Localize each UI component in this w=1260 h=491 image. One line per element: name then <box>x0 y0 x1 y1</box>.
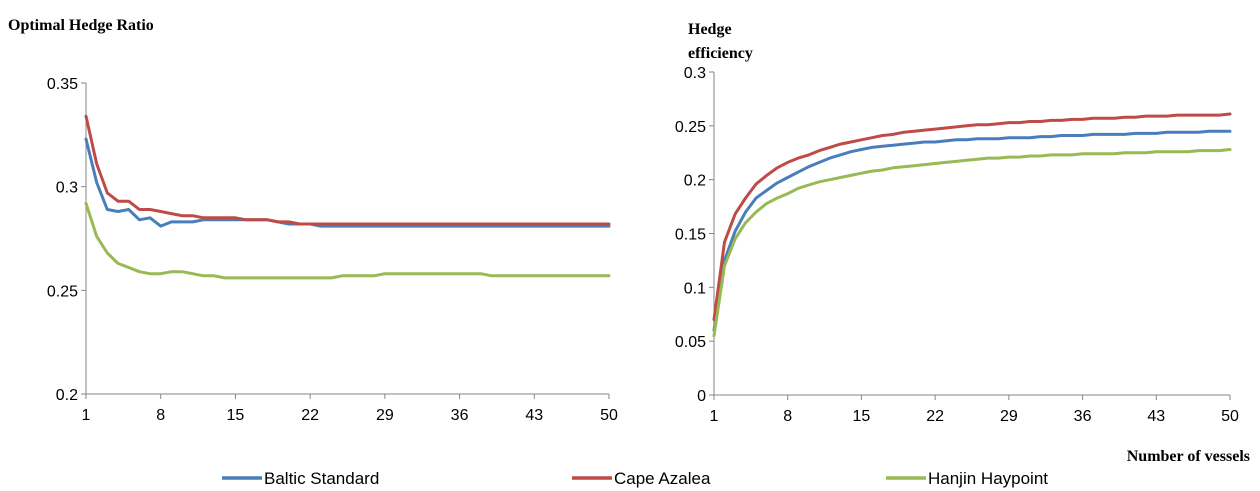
right-x-tick-label: 1 <box>710 408 719 425</box>
right-y-tick-label: 0.15 <box>675 227 706 244</box>
right-x-tick-label: 43 <box>1147 408 1165 425</box>
legend-label: Cape Azalea <box>614 469 711 488</box>
left-chart: Optimal Hedge Ratio 0.2 0.25 0.3 0.35 1 8 15 22… <box>8 17 618 424</box>
left-x-tick-label: 22 <box>301 407 319 424</box>
left-x-tick-label: 8 <box>156 407 165 424</box>
legend: Baltic Standard Cape Azalea Hanjin Haypoin… <box>222 469 1048 488</box>
left-series-cape-azalea <box>84 114 611 226</box>
right-y-tick-label: 0.3 <box>684 65 706 82</box>
right-y-tick-label: 0.25 <box>675 119 706 136</box>
left-chart-title: Optimal Hedge Ratio <box>8 17 154 34</box>
right-y-tick-label: 0.2 <box>684 173 706 190</box>
right-y-tick-label: 0.05 <box>675 334 706 351</box>
left-x-tick-label: 15 <box>227 407 245 424</box>
right-x-tick-label: 8 <box>783 408 792 425</box>
left-x-tick-label: 29 <box>376 407 394 424</box>
right-series-lines <box>712 112 1232 338</box>
left-series-baltic-standard <box>84 137 611 228</box>
legend-label: Hanjin Haypoint <box>928 469 1048 488</box>
right-x-tick-label: 29 <box>1000 408 1018 425</box>
left-y-tick-label: 0.25 <box>47 283 78 300</box>
right-x-tick-label: 50 <box>1221 408 1239 425</box>
right-y-tick-label: 0.1 <box>684 280 706 297</box>
left-series-hanjin-haypoint <box>84 201 611 280</box>
right-y-axis-title-line2: efficiency <box>688 45 753 62</box>
left-x-tick-label: 43 <box>525 407 543 424</box>
right-series-hanjin-haypoint <box>712 148 1232 338</box>
right-x-tick-label: 36 <box>1074 408 1092 425</box>
left-x-tick-label: 1 <box>82 407 91 424</box>
left-y-tick-label: 0.2 <box>56 387 78 404</box>
left-ticks: 0.2 0.25 0.3 0.35 1 8 15 22 29 36 43 50 <box>47 76 618 424</box>
left-y-tick-label: 0.35 <box>47 76 78 93</box>
right-y-axis-title-line1: Hedge <box>688 21 732 38</box>
left-x-tick-label: 50 <box>600 407 618 424</box>
legend-label: Baltic Standard <box>264 469 379 488</box>
right-ticks: 0 0.05 0.1 0.15 0.2 0.25 0.3 1 8 15 22 29 36 43 50 <box>675 65 1239 425</box>
right-x-tick-label: 15 <box>853 408 871 425</box>
left-series-lines <box>84 114 611 280</box>
right-series-baltic-standard <box>712 129 1232 332</box>
left-y-tick-label: 0.3 <box>56 180 78 197</box>
left-x-tick-label: 36 <box>451 407 469 424</box>
right-x-tick-label: 22 <box>926 408 944 425</box>
right-y-tick-label: 0 <box>697 388 706 405</box>
right-chart: Hedge efficiency 0 0.05 0.1 0.15 0.2 0.25 0.3 1… <box>675 21 1250 465</box>
right-series-cape-azalea <box>712 112 1232 322</box>
right-x-axis-title: Number of vessels <box>1127 448 1250 465</box>
